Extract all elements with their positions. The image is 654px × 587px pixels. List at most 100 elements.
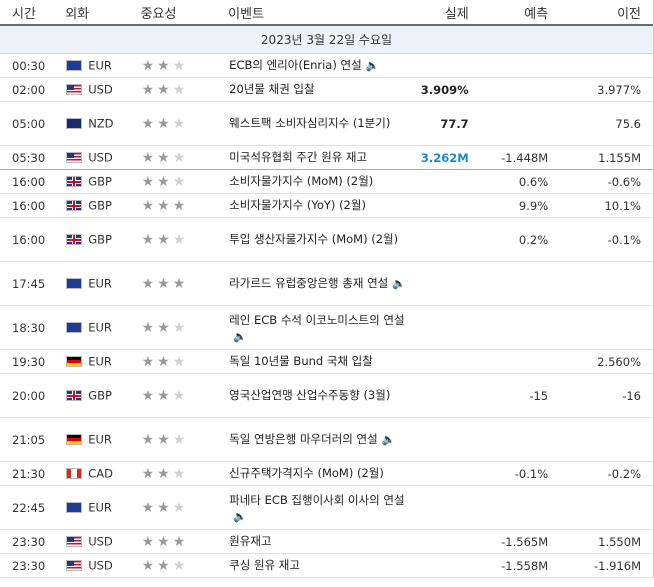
event-name[interactable]: 웨스트팩 소비자심리지수 (1분기) xyxy=(229,116,391,130)
event-name[interactable]: 투입 생산자물가지수 (MoM) (2월) xyxy=(229,232,399,246)
event-name[interactable]: 미국석유협회 주간 원유 재고 xyxy=(229,150,368,164)
event-row[interactable]: 16:00 GBP ★★★ 소비자물가지수 (MoM) (2월) 0.6% -0.6% xyxy=(0,169,653,194)
event-row[interactable]: 23:30 USD ★★★ 쿠싱 원유 재고 -1.558M -1.916M xyxy=(0,553,653,578)
event-name-cell[interactable]: 소비자물가지수 (YoY) (2월) xyxy=(228,193,410,218)
event-currency-cell: GBP xyxy=(65,169,141,194)
event-row[interactable]: 22:45 EUR ★★★ 파네타 ECB 집행이사회 이사의 연설🔈 xyxy=(0,485,653,530)
event-name-cell[interactable]: 독일 연방은행 마우더러의 연설 🔈 xyxy=(228,417,410,462)
event-row[interactable]: 23:30 USD ★★★ 원유재고 -1.565M 1.550M xyxy=(0,529,653,554)
event-time: 00:30 xyxy=(0,53,66,78)
star-icon: ★ xyxy=(172,57,189,74)
currency-code: GBP xyxy=(88,232,112,247)
event-name[interactable]: 20년물 채권 입찰 xyxy=(229,82,315,96)
star-icon: ★ xyxy=(141,81,158,98)
event-row[interactable]: 21:05 EUR ★★★ 독일 연방은행 마우더러의 연설 🔈 xyxy=(0,417,653,462)
event-name[interactable]: 쿠싱 원유 재고 xyxy=(229,558,300,572)
star-icon: ★ xyxy=(172,387,189,404)
event-name[interactable]: 신규주택가격지수 (MoM) (2월) xyxy=(229,466,384,480)
event-name[interactable]: 라가르드 유럽중앙은행 총재 연설 xyxy=(229,276,389,290)
event-name[interactable]: 독일 10년물 Bund 국채 입찰 xyxy=(229,354,373,368)
event-name[interactable]: 영국산업연맹 산업수주동향 (3월) xyxy=(229,388,391,402)
event-time: 21:05 xyxy=(0,417,66,462)
event-time: 16:00 xyxy=(0,217,66,262)
importance-cell: ★★★ xyxy=(140,349,229,374)
event-actual-cell xyxy=(409,349,475,374)
currency-code: EUR xyxy=(88,58,112,73)
speaker-icon: 🔈 xyxy=(233,510,247,523)
event-row[interactable]: 18:30 EUR ★★★ 레인 ECB 수석 이코노미스트의 연설🔈 xyxy=(0,305,653,350)
event-name[interactable]: 소비자물가지수 (MoM) (2월) xyxy=(229,174,374,188)
event-name[interactable]: 파네타 ECB 집행이사회 이사의 연설 xyxy=(229,493,405,507)
star-icon: ★ xyxy=(157,353,173,370)
event-time: 05:30 xyxy=(0,145,66,170)
importance-stars: ★★★ xyxy=(142,320,189,336)
event-row[interactable]: 19:30 EUR ★★★ 독일 10년물 Bund 국채 입찰 2.560% xyxy=(0,349,653,374)
event-forecast xyxy=(474,53,555,78)
header-previous[interactable]: 이전 xyxy=(554,0,653,26)
event-row[interactable]: 17:45 EUR ★★★ 라가르드 유럽중앙은행 총재 연설 🔈 xyxy=(0,261,653,306)
event-row[interactable]: 20:00 GBP ★★★ 영국산업연맹 산업수주동향 (3월) -15 -16 xyxy=(0,373,653,418)
event-forecast: -15 xyxy=(474,373,555,418)
star-icon: ★ xyxy=(141,57,158,74)
event-name[interactable]: ECB의 엔리아(Enria) 연설 xyxy=(229,58,362,72)
header-forecast[interactable]: 예측 xyxy=(474,0,555,26)
event-row[interactable]: 16:00 GBP ★★★ 소비자물가지수 (YoY) (2월) 9.9% 10.1% xyxy=(0,193,653,218)
event-previous xyxy=(554,53,653,78)
currency-code: CAD xyxy=(88,466,113,481)
event-time: 16:00 xyxy=(0,193,66,218)
event-currency-cell: GBP xyxy=(65,373,141,418)
event-name-cell[interactable]: 신규주택가격지수 (MoM) (2월) xyxy=(228,461,410,486)
importance-cell: ★★★ xyxy=(140,145,229,170)
event-currency-cell: EUR xyxy=(65,261,141,306)
event-name-cell[interactable]: 20년물 채권 입찰 xyxy=(228,77,410,102)
event-name-cell[interactable]: 쿠싱 원유 재고 xyxy=(228,553,410,578)
event-name-cell[interactable]: 미국석유협회 주간 원유 재고 xyxy=(228,145,410,170)
event-currency-cell: EUR xyxy=(65,349,141,374)
event-row[interactable]: 16:00 GBP ★★★ 투입 생산자물가지수 (MoM) (2월) 0.2% -0.1… xyxy=(0,217,653,262)
event-name-cell[interactable]: 파네타 ECB 집행이사회 이사의 연설 🔈 xyxy=(228,485,410,530)
header-time[interactable]: 시간 xyxy=(0,0,66,26)
importance-cell: ★★★ xyxy=(140,101,229,146)
header-event[interactable]: 이벤트 xyxy=(228,0,410,26)
event-name[interactable]: 레인 ECB 수석 이코노미스트의 연설 xyxy=(229,313,405,327)
event-name[interactable]: 독일 연방은행 마우더러의 연설 xyxy=(229,432,378,446)
event-name-cell[interactable]: 투입 생산자물가지수 (MoM) (2월) xyxy=(228,217,410,262)
event-row[interactable]: 00:30 EUR ★★★ ECB의 엔리아(Enria) 연설 🔈 xyxy=(0,53,653,78)
event-time: 18:30 xyxy=(0,305,66,350)
star-icon: ★ xyxy=(172,319,189,336)
event-name-cell[interactable]: 독일 10년물 Bund 국채 입찰 xyxy=(228,349,410,374)
event-name-cell[interactable]: 영국산업연맹 산업수주동향 (3월) xyxy=(228,373,410,418)
importance-stars: ★★★ xyxy=(142,150,189,166)
event-name-cell[interactable]: 웨스트팩 소비자심리지수 (1분기) xyxy=(228,101,410,146)
event-currency-cell: EUR xyxy=(65,53,141,78)
event-actual: 77.7 xyxy=(440,116,469,131)
event-name-cell[interactable]: 라가르드 유럽중앙은행 총재 연설 🔈 xyxy=(228,261,410,306)
importance-cell: ★★★ xyxy=(140,461,229,486)
importance-stars: ★★★ xyxy=(142,500,189,516)
event-row[interactable]: 21:30 CAD ★★★ 신규주택가격지수 (MoM) (2월) -0.1% -0.2% xyxy=(0,461,653,486)
event-row[interactable]: 02:00 USD ★★★ 20년물 채권 입찰 3.909% 3.977% xyxy=(0,77,653,102)
flag-gb-icon xyxy=(66,234,83,246)
event-currency-cell: USD xyxy=(65,145,141,170)
importance-stars: ★★★ xyxy=(142,534,189,550)
star-icon: ★ xyxy=(157,431,173,448)
event-actual: 3.909% xyxy=(420,82,469,97)
currency-code: EUR xyxy=(88,432,112,447)
header-currency[interactable]: 외화 xyxy=(65,0,141,26)
event-time: 23:30 xyxy=(0,529,66,554)
event-row[interactable]: 05:30 USD ★★★ 미국석유협회 주간 원유 재고 3.262M -1.448M 1… xyxy=(0,145,653,170)
header-actual[interactable]: 실제 xyxy=(409,0,475,26)
event-name-cell[interactable]: 레인 ECB 수석 이코노미스트의 연설 🔈 xyxy=(228,305,410,350)
event-name-cell[interactable]: 원유재고 xyxy=(228,529,410,554)
event-row[interactable]: 05:00 NZD ★★★ 웨스트팩 소비자심리지수 (1분기) 77.7 75.6 xyxy=(0,101,653,146)
currency-code: NZD xyxy=(88,116,114,131)
event-currency-cell: USD xyxy=(65,553,141,578)
importance-cell: ★★★ xyxy=(140,417,229,462)
event-name-cell[interactable]: ECB의 엔리아(Enria) 연설 🔈 xyxy=(228,53,410,78)
event-previous xyxy=(554,485,653,530)
flag-de-icon xyxy=(66,434,83,446)
header-importance[interactable]: 중요성 xyxy=(140,0,229,26)
event-name[interactable]: 원유재고 xyxy=(229,534,272,548)
event-name-cell[interactable]: 소비자물가지수 (MoM) (2월) xyxy=(228,169,410,194)
event-name[interactable]: 소비자물가지수 (YoY) (2월) xyxy=(229,198,366,212)
